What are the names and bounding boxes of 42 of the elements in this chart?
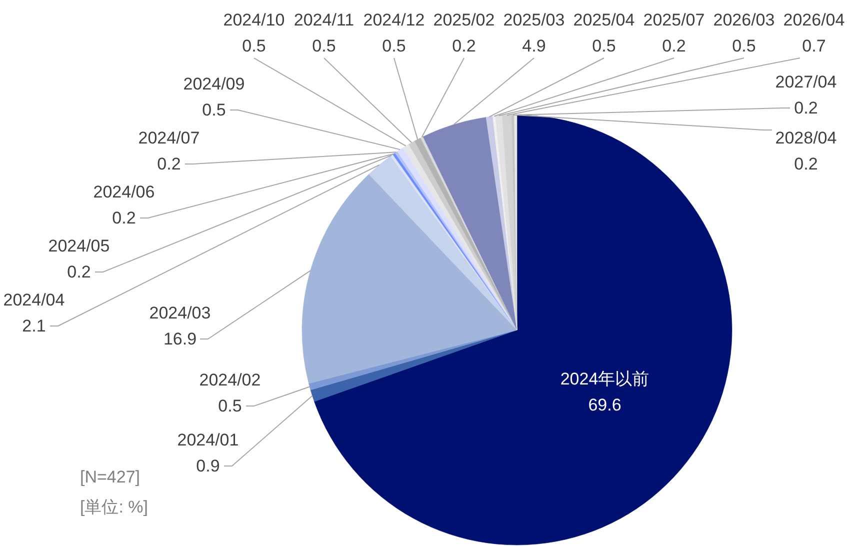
data-label: 69.6 — [588, 396, 622, 415]
data-label: 0.7 — [802, 36, 826, 56]
data-label: 0.2 — [662, 36, 686, 56]
data-label: 0.5 — [382, 36, 406, 56]
slice-label: 2024/01 — [177, 430, 239, 450]
slice-label: 2025/03 — [503, 10, 565, 30]
data-label: 0.5 — [732, 36, 756, 56]
data-label: 0.2 — [794, 154, 818, 174]
data-label: 0.5 — [312, 36, 336, 56]
data-label: 0.5 — [218, 396, 242, 416]
text: [N=427] — [80, 468, 140, 486]
data-label: 0.2 — [794, 98, 818, 118]
slice-label: 2024年以前 — [560, 370, 650, 389]
slice-label: 2024/10 — [223, 10, 285, 30]
slice-label: 2024/09 — [183, 74, 245, 94]
data-label: 0.2 — [452, 36, 476, 56]
slice-label: 2026/04 — [783, 10, 845, 30]
data-label: 0.5 — [592, 36, 616, 56]
slice-label: 2025/02 — [433, 10, 495, 30]
slice-label: 2024/07 — [138, 128, 200, 148]
data-label: 0.2 — [67, 262, 91, 282]
slice-label: 2025/07 — [643, 10, 705, 30]
slice-label: 2024/02 — [199, 370, 261, 390]
slice-label: 2024/03 — [149, 304, 211, 322]
data-label: 16.9 — [163, 330, 197, 348]
data-label: 0.9 — [196, 456, 220, 476]
slice-label: 2026/03 — [713, 10, 775, 30]
slice-label: 2024/11 — [294, 10, 354, 30]
slice-label: 2027/04 — [775, 72, 837, 92]
slice-label: 2024/06 — [93, 182, 155, 202]
data-label: 0.2 — [157, 154, 181, 174]
slice-label: 2024/04 — [3, 290, 65, 310]
data-label: 2.1 — [22, 316, 46, 336]
data-label: 0.5 — [202, 100, 226, 120]
data-label: 0.2 — [112, 208, 136, 228]
data-label: 4.9 — [522, 36, 546, 56]
data-label: 0.5 — [242, 36, 266, 56]
slice-label: 2025/04 — [573, 10, 635, 30]
slice-label: 2024/12 — [363, 10, 425, 30]
text: [単位: %] — [80, 498, 148, 516]
slice-label: 2028/04 — [775, 128, 837, 148]
slice-label: 2024/05 — [48, 236, 110, 256]
